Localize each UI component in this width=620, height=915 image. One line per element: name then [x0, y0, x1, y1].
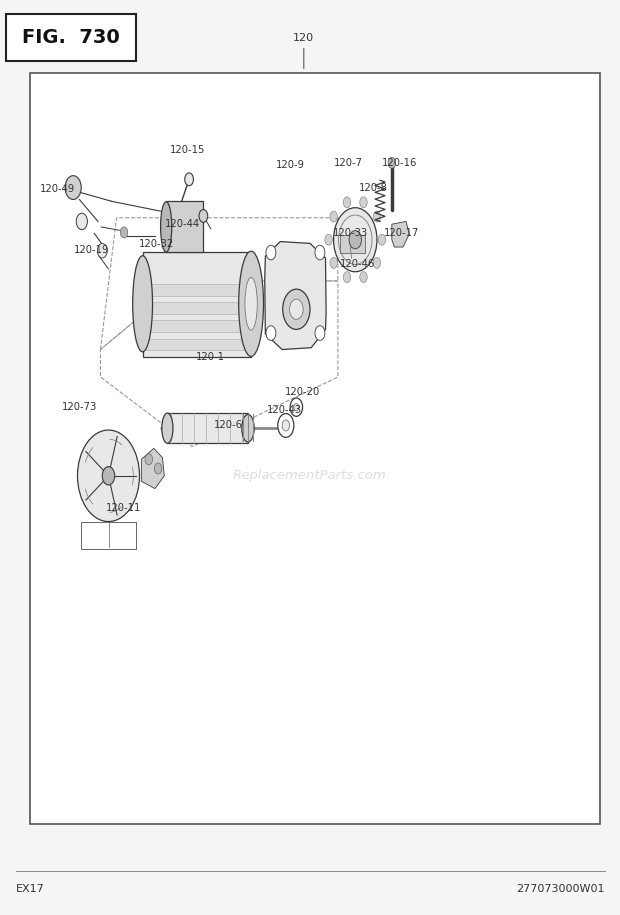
- Circle shape: [325, 234, 332, 245]
- Bar: [30, 73, 600, 824]
- Circle shape: [388, 157, 396, 168]
- Circle shape: [282, 420, 290, 431]
- Text: 120-32: 120-32: [139, 240, 174, 249]
- Ellipse shape: [162, 413, 173, 444]
- Ellipse shape: [242, 414, 254, 442]
- Text: 120-33: 120-33: [333, 229, 368, 238]
- Circle shape: [145, 454, 153, 465]
- Circle shape: [76, 213, 87, 230]
- Circle shape: [360, 197, 367, 208]
- Ellipse shape: [239, 251, 264, 356]
- Polygon shape: [265, 242, 326, 350]
- Circle shape: [185, 173, 193, 186]
- Circle shape: [65, 176, 81, 199]
- Text: 120-20: 120-20: [285, 387, 320, 396]
- Ellipse shape: [133, 255, 153, 351]
- Circle shape: [360, 272, 367, 283]
- Text: ReplacementParts.com: ReplacementParts.com: [233, 469, 387, 482]
- Circle shape: [334, 208, 377, 272]
- Circle shape: [373, 257, 381, 268]
- Circle shape: [290, 398, 303, 416]
- Circle shape: [373, 211, 381, 222]
- Circle shape: [78, 430, 140, 522]
- Circle shape: [315, 326, 325, 340]
- Ellipse shape: [161, 201, 172, 252]
- Bar: [81, 522, 136, 549]
- Circle shape: [102, 467, 115, 485]
- Circle shape: [97, 243, 107, 258]
- Text: 277073000W01: 277073000W01: [516, 885, 604, 894]
- Circle shape: [294, 404, 299, 411]
- Text: 120-1: 120-1: [197, 352, 225, 361]
- Text: 120-73: 120-73: [62, 403, 97, 412]
- Text: EX17: EX17: [16, 885, 44, 894]
- Text: 120-17: 120-17: [384, 229, 420, 238]
- Circle shape: [199, 210, 208, 222]
- Polygon shape: [392, 221, 409, 247]
- Bar: [166, 201, 203, 252]
- Ellipse shape: [245, 277, 257, 330]
- Bar: [146, 302, 248, 314]
- Circle shape: [315, 245, 325, 260]
- Bar: [146, 284, 248, 296]
- Text: 120-15: 120-15: [169, 145, 205, 155]
- Circle shape: [266, 245, 276, 260]
- Bar: [167, 413, 248, 443]
- Text: 120: 120: [293, 33, 314, 43]
- Circle shape: [378, 234, 386, 245]
- Circle shape: [343, 197, 351, 208]
- Circle shape: [120, 227, 128, 238]
- Text: 120-6: 120-6: [214, 421, 242, 430]
- Circle shape: [283, 289, 310, 329]
- Circle shape: [349, 231, 361, 249]
- Polygon shape: [141, 448, 164, 489]
- Text: 120-19: 120-19: [74, 245, 110, 254]
- Text: 120-9: 120-9: [276, 160, 304, 169]
- Circle shape: [278, 414, 294, 437]
- Bar: [6, 14, 136, 61]
- Text: 120-43: 120-43: [267, 405, 301, 414]
- Circle shape: [343, 272, 351, 283]
- Text: FIG.  730: FIG. 730: [22, 28, 120, 47]
- Circle shape: [330, 211, 337, 222]
- Circle shape: [154, 463, 162, 474]
- Bar: [146, 320, 248, 332]
- Text: 120-8: 120-8: [359, 183, 388, 192]
- Text: 120-7: 120-7: [334, 158, 363, 167]
- Circle shape: [290, 299, 303, 319]
- Circle shape: [266, 326, 276, 340]
- Text: 120-16: 120-16: [382, 158, 418, 167]
- Bar: [146, 339, 248, 350]
- Circle shape: [330, 257, 337, 268]
- Text: 120-46: 120-46: [340, 259, 374, 268]
- Text: 120-49: 120-49: [40, 185, 75, 194]
- Bar: [340, 235, 365, 253]
- Text: 120-11: 120-11: [106, 503, 142, 512]
- Bar: [143, 252, 251, 357]
- Text: 120-44: 120-44: [166, 220, 200, 229]
